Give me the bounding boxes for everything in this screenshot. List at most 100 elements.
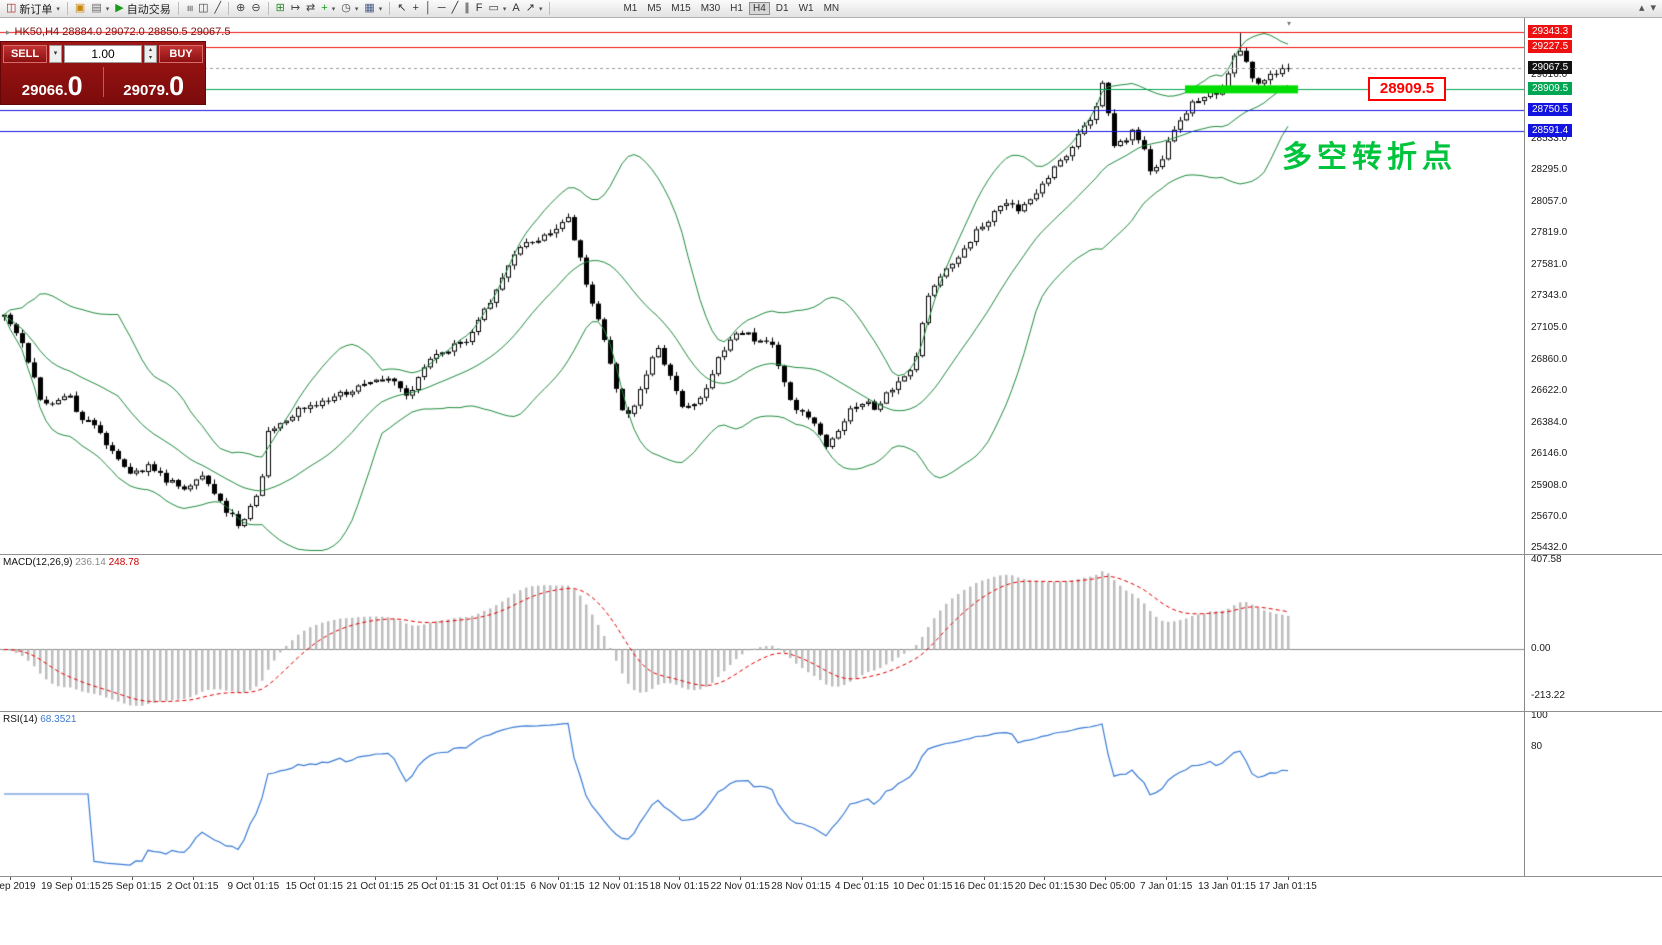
zoom-out-icon: ⊖ — [251, 2, 261, 14]
timeframe-m5[interactable]: M5 — [647, 3, 662, 14]
arrows-button[interactable]: ↗ ▾ — [523, 1, 546, 17]
auto-trading-button[interactable]: ▶ 自动交易 — [112, 1, 173, 17]
zoom-in-button[interactable]: ⊕ — [233, 1, 248, 17]
price-axis-label: 26622.0 — [1531, 385, 1568, 397]
equidistant-channel-button[interactable]: ∥ — [461, 1, 473, 17]
horizontal-line-button[interactable]: ─ — [435, 1, 449, 17]
profiles-button[interactable]: ▤ ▾ — [88, 1, 112, 17]
timeframe-h1[interactable]: H1 — [730, 3, 743, 14]
cursor-button[interactable]: ↖ — [394, 1, 409, 17]
time-axis-tick — [314, 877, 316, 880]
charts-button[interactable]: ▣ — [72, 1, 88, 17]
chart-ohlc-text: HK50,H4 28884.0 29072.0 28850.5 29067.5 — [14, 26, 231, 38]
template-icon: ▦ — [364, 2, 375, 14]
price-axis-label: 25432.0 — [1531, 542, 1568, 554]
arrow-icon: ↗ — [525, 2, 535, 14]
time-axis-label: 6 Nov 01:15 — [530, 881, 585, 892]
time-axis-tick — [557, 877, 559, 880]
toolbar-separator — [66, 2, 68, 15]
panel-separator[interactable] — [0, 711, 1662, 712]
zoom-in-icon: ⊕ — [236, 2, 246, 14]
tiles-icon: ⊞ — [275, 2, 285, 14]
bid-ask-prices: 29066. 0 29079. 0 — [1, 64, 205, 104]
timeframe-w1[interactable]: W1 — [798, 3, 814, 14]
volume-dropdown[interactable]: ▾ — [49, 45, 62, 63]
time-axis-tick — [435, 877, 437, 880]
time-axis-tick — [922, 877, 924, 880]
one-click-trading-panel: SELL ▾ 1.00 ▴ ▾ BUY 29066. 0 29079. 0 — [0, 41, 206, 105]
timeframe-d1[interactable]: D1 — [775, 3, 789, 14]
buy-price-main: 29079 — [123, 82, 165, 99]
time-axis-label: 18 Nov 01:15 — [649, 881, 710, 892]
time-axis-label: 17 Jan 01:15 — [1258, 881, 1317, 892]
tile-windows-button[interactable]: ⊞ — [273, 1, 288, 17]
timeframe-m15[interactable]: M15 — [671, 3, 691, 14]
volume-spinner[interactable]: ▴ ▾ — [144, 45, 157, 63]
timeframe-m30[interactable]: M30 — [700, 3, 721, 14]
time-axis-label: 20 Dec 01:15 — [1014, 881, 1075, 892]
price-level-tag: 28591.4 — [1528, 124, 1573, 138]
vertical-line-button[interactable]: │ — [422, 1, 435, 17]
chevron-down-icon: ▾ — [148, 55, 152, 61]
price-callout-label[interactable]: 28909.5 — [1368, 77, 1446, 101]
time-axis-label: 25 Sep 01:15 — [101, 881, 162, 892]
indicators-list-button[interactable]: + ▾ — [318, 1, 338, 17]
chevron-up-icon: ▴ — [148, 47, 152, 53]
timeframe-mn[interactable]: MN — [823, 3, 840, 14]
rsi-axis-label: 80 — [1531, 741, 1543, 753]
panel-separator[interactable] — [0, 554, 1662, 555]
rsi-name: RSI(14) — [3, 714, 38, 725]
time-axis-label: 12 Nov 01:15 — [588, 881, 649, 892]
time-axis-tick — [1227, 877, 1228, 880]
shapes-button[interactable]: ▭ ▾ — [485, 1, 509, 17]
new-order-button[interactable]: ◫ 新订单 ▾ — [3, 1, 63, 17]
auto-scroll-button[interactable]: ↦ — [288, 1, 303, 17]
toolbar-more-down-button[interactable]: ▾ — [1647, 1, 1659, 17]
text-label-button[interactable]: A — [509, 1, 522, 17]
sell-button[interactable]: SELL — [3, 45, 47, 63]
profiles-icon: ▤ — [91, 2, 102, 14]
price-axis-label: 27105.0 — [1531, 321, 1568, 333]
fibonacci-retracement-button[interactable]: F — [473, 1, 486, 17]
rsi-panel-canvas[interactable] — [0, 712, 1524, 876]
price-axis[interactable]: 29016.0 28533.0 28295.0 28057.0 27819.0 27581… — [1524, 18, 1662, 876]
bar-chart-button[interactable]: ≡ — [183, 1, 195, 17]
panel-separator[interactable] — [0, 876, 1662, 877]
clock-icon: ◷ — [341, 2, 351, 14]
chart-shift-marker-icon[interactable]: ▾ — [1287, 19, 1292, 28]
time-axis-tick — [1287, 877, 1289, 880]
buy-price: 29079. 0 — [107, 73, 202, 100]
crosshair-button[interactable]: + — [409, 1, 421, 17]
timeframe-m1[interactable]: M1 — [623, 3, 638, 14]
chart-shift-button[interactable]: ⇄ — [303, 1, 318, 17]
dropdown-arrow-icon: ▾ — [56, 5, 60, 13]
zoom-out-button[interactable]: ⊖ — [248, 1, 263, 17]
price-axis-label: 25908.0 — [1531, 479, 1568, 491]
templates-button[interactable]: ▦ ▾ — [361, 1, 385, 17]
price-axis-label: 27581.0 — [1531, 258, 1568, 270]
periods-button[interactable]: ◷ ▾ — [338, 1, 361, 17]
dropdown-arrow-icon: ▾ — [378, 5, 383, 13]
price-axis-label: 25670.0 — [1531, 511, 1568, 523]
macd-axis-label: 407.58 — [1531, 553, 1562, 565]
dropdown-arrow-icon: ▾ — [354, 5, 359, 13]
price-axis-label: 26860.0 — [1531, 353, 1568, 365]
toolbar-more-up-button[interactable]: ▴ — [1636, 1, 1648, 17]
time-axis-tick — [375, 877, 377, 880]
timeframe-h4[interactable]: H4 — [748, 2, 770, 15]
time-axis-tick — [1105, 877, 1107, 880]
time-axis-label: 9 Oct 01:15 — [227, 881, 280, 892]
volume-input[interactable]: 1.00 — [64, 45, 142, 63]
time-axis-label: 2 Oct 01:15 — [166, 881, 219, 892]
trendline-button[interactable]: ╱ — [449, 1, 462, 17]
price-chart-canvas[interactable] — [0, 18, 1524, 554]
line-chart-button[interactable]: ╱ — [212, 1, 225, 17]
candlestick-chart-button[interactable]: ◫ — [195, 1, 211, 17]
macd-panel-canvas[interactable] — [0, 555, 1524, 711]
indicators-icon: + — [321, 2, 328, 14]
time-axis-label: 10 Dec 01:15 — [893, 881, 953, 892]
sell-price: 29066. 0 — [5, 73, 100, 100]
buy-button[interactable]: BUY — [159, 45, 203, 63]
